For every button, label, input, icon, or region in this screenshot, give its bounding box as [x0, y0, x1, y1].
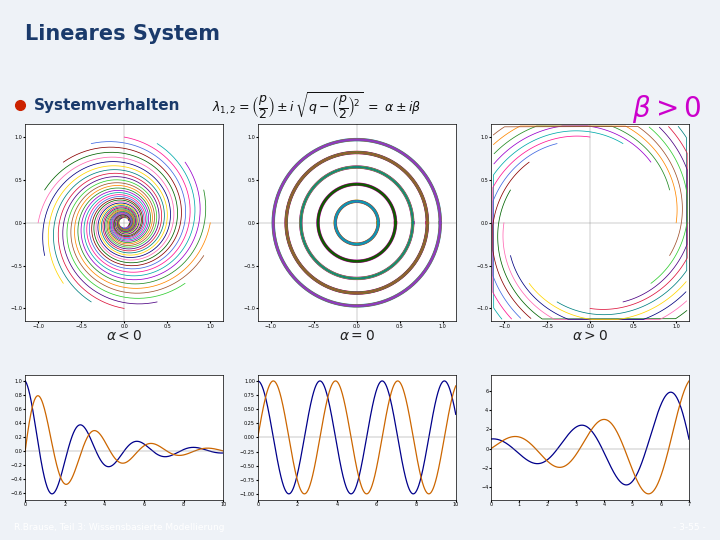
Text: $\alpha < 0$: $\alpha < 0$ [107, 329, 142, 343]
Text: Systemverhalten: Systemverhalten [34, 98, 181, 113]
Text: $\lambda_{1,2} = \left(\dfrac{p}{2}\right) \pm i\,\sqrt{q - \left(\dfrac{p}{2}\r: $\lambda_{1,2} = \left(\dfrac{p}{2}\righ… [212, 90, 421, 120]
Text: - 3-55 -: - 3-55 - [673, 523, 706, 532]
Text: R.Brause, Teil 3: Wissensbasierte Modellierung: R.Brause, Teil 3: Wissensbasierte Modell… [14, 523, 225, 532]
Text: $\alpha > 0$: $\alpha > 0$ [572, 329, 608, 343]
Text: $\alpha = 0$: $\alpha = 0$ [339, 329, 375, 343]
Text: $\beta > 0$: $\beta > 0$ [631, 93, 701, 125]
Text: Lineares System: Lineares System [25, 24, 220, 44]
